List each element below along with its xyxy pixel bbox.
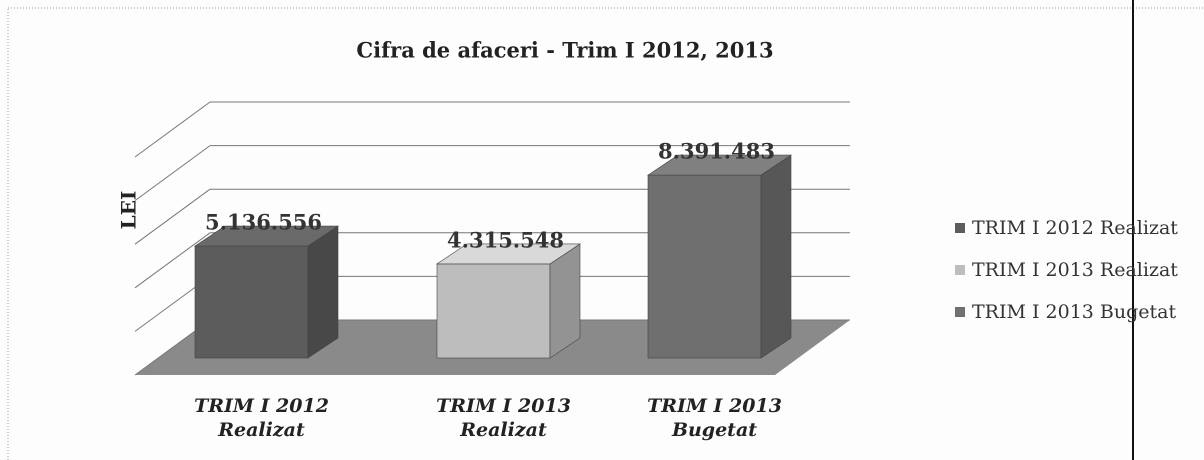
value-label: 5.136.556 — [205, 210, 322, 235]
bar-side — [307, 225, 339, 359]
bar-top — [194, 225, 339, 247]
x-tick-label: TRIM I 2013 Bugetat — [647, 395, 782, 441]
y-axis-label: LEI — [117, 191, 141, 230]
grid-line-side — [134, 145, 211, 202]
bar-front — [194, 245, 309, 359]
legend-label: TRIM I 2013 Bugetat — [972, 301, 1176, 323]
legend-swatch — [955, 265, 965, 275]
value-label: 8.391.483 — [658, 139, 775, 164]
legend-swatch — [955, 223, 965, 233]
legend-label: TRIM I 2013 Realizat — [972, 259, 1178, 281]
value-label: 4.315.548 — [447, 227, 564, 252]
bar-top — [647, 154, 792, 176]
grid-line-side — [134, 101, 211, 158]
legend-swatch — [955, 307, 965, 317]
grid-line-side — [134, 188, 211, 245]
bar-front — [436, 263, 551, 359]
grid-line-side — [134, 232, 211, 289]
legend-label: TRIM I 2012 Realizat — [972, 217, 1178, 239]
bar-top — [436, 243, 581, 265]
x-tick-label: TRIM I 2013 Realizat — [436, 395, 571, 441]
bar-front — [647, 174, 762, 359]
x-tick-label: TRIM I 2012 Realizat — [194, 395, 329, 441]
chart-border — [7, 7, 1134, 460]
bar-side — [760, 154, 792, 359]
chart-title: Cifra de afaceri - Trim I 2012, 2013 — [356, 38, 773, 63]
